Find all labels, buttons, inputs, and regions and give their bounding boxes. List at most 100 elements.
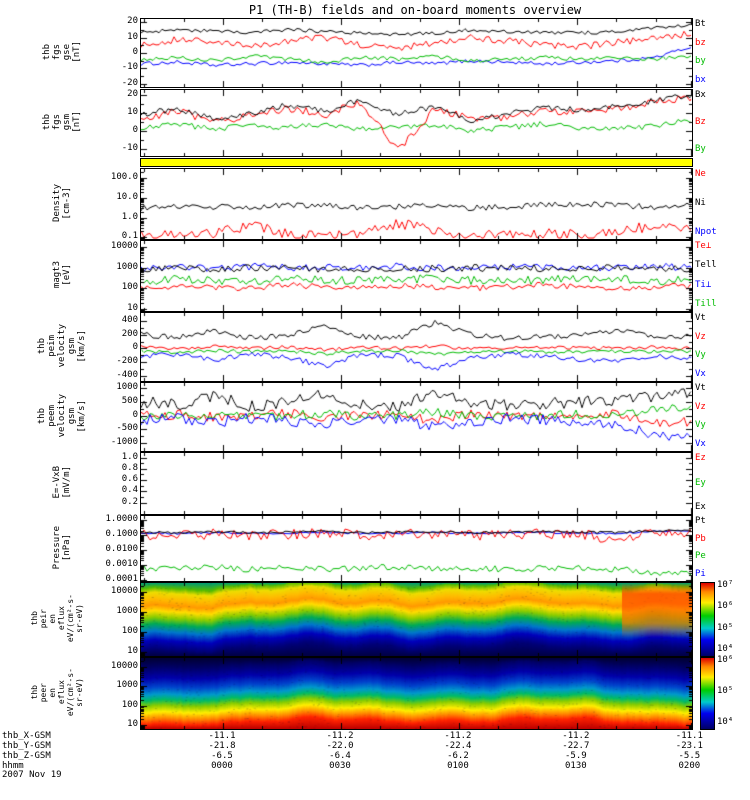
y-axis-title-line: sr-eV) <box>74 678 84 707</box>
series-label: Te⊥ <box>695 241 712 251</box>
ytick-label: 10 <box>127 31 138 42</box>
series-label: Npot <box>695 227 717 237</box>
series-label: by <box>695 56 706 67</box>
ytick-label: 1.0000 <box>105 514 138 525</box>
colorbar <box>700 657 715 730</box>
y-axis-title-line: eflux <box>56 680 66 705</box>
series-label: Bx <box>695 90 706 100</box>
y-axis-title-line: peem <box>46 405 57 427</box>
ytick-label: 10 <box>127 645 138 656</box>
ytick-label: 10 <box>127 303 138 313</box>
ytick-label: -400 <box>116 369 138 380</box>
y-axis-title-line: [km/s] <box>76 329 87 363</box>
var-label-value: -11.1 <box>675 731 703 741</box>
y-axis-title-line: gse <box>61 43 72 61</box>
y-axis-title-line: peer <box>38 682 48 703</box>
series-label: Vx <box>695 369 706 379</box>
series-label: Ne <box>695 169 706 179</box>
panel-peem-velocity <box>140 382 693 452</box>
colorbar-label: 10⁶ <box>717 655 734 665</box>
ytick-label: 500 <box>121 396 138 407</box>
time-tick-label: 0000 <box>211 761 233 771</box>
ytick-label: 0.0010 <box>105 558 138 569</box>
ytick-label: 1.0 <box>121 451 138 462</box>
series-label: Ez <box>695 453 706 463</box>
panel-magt3 <box>140 240 693 312</box>
y-axis-title-line: thb <box>29 685 39 700</box>
y-axis-title-line: [eV] <box>61 264 72 286</box>
var-label-value: -11.2 <box>444 731 472 741</box>
y-axis-title-line: gsm <box>66 337 77 355</box>
series-label: Pb <box>695 533 706 544</box>
y-axis-title-line: thb <box>36 337 47 355</box>
time-tick-label: 0200 <box>678 761 701 771</box>
ytick-label: 0.2 <box>121 496 138 507</box>
panel-fgs-gse <box>140 18 693 88</box>
var-label-value: -6.5 <box>211 751 233 761</box>
y-axis-title-line: [cm-3] <box>61 186 72 220</box>
y-axis-title: Pressure [nPa] <box>30 515 94 580</box>
var-label-value: -22.4 <box>444 741 472 751</box>
ytick-label: 400 <box>121 315 138 326</box>
series-label: Pi <box>695 569 706 579</box>
var-label-value: -22.7 <box>562 741 590 751</box>
series-label: Vt <box>695 313 706 323</box>
series-label: Vt <box>695 383 706 393</box>
colorbar-label: 10⁵ <box>717 622 734 633</box>
ytick-label: 0 <box>132 342 138 353</box>
ytick-label: 100 <box>121 625 138 636</box>
y-axis-title-line: [nT] <box>71 111 82 133</box>
y-axis-title-line: magt3 <box>51 261 62 289</box>
y-axis-title-line: peim <box>46 335 57 357</box>
y-axis-title: thb fgs gsm [nT] <box>30 89 94 155</box>
y-axis-title-line: thb <box>36 407 47 425</box>
var-label-value: -23.1 <box>675 741 703 751</box>
ytick-label: 0 <box>132 409 138 420</box>
colorbar-label: 10⁵ <box>717 686 734 696</box>
var-label-value: -5.9 <box>564 751 587 761</box>
series-label: Vy <box>695 420 706 431</box>
date-label: 2007 Nov 19 <box>2 770 62 780</box>
y-axis-title-line: gsm <box>66 407 77 425</box>
y-axis-title-line: [mV/m] <box>61 466 72 499</box>
colorbar <box>700 582 715 657</box>
series-label: Ex <box>695 502 706 512</box>
series-label: bz <box>695 37 706 48</box>
ytick-label: -10 <box>121 62 138 73</box>
series-label: Ti⊥ <box>695 279 712 290</box>
ytick-label: 0.4 <box>121 485 138 496</box>
data-canvas-fgs-gse <box>141 19 692 87</box>
y-axis-title: magt3 [eV] <box>30 240 94 310</box>
var-label-value: -5.5 <box>678 751 701 761</box>
yellow-flag-bar <box>140 158 693 167</box>
var-label-name: thb_Y-GSM <box>2 741 51 751</box>
series-label: Pt <box>695 516 706 526</box>
series-label: Vx <box>695 439 706 449</box>
y-axis-title-line: sr-eV) <box>74 604 84 633</box>
colorbar-label: 10⁴ <box>717 717 734 727</box>
var-label-value: -6.4 <box>329 751 351 761</box>
y-axis-title-line: fgs <box>51 43 62 61</box>
y-axis-title: Density [cm-3] <box>30 168 94 238</box>
series-label: Ey <box>695 477 706 488</box>
data-canvas-efield <box>141 453 692 514</box>
ytick-label: 0 <box>132 47 138 57</box>
var-label-value: -21.8 <box>208 741 236 751</box>
ytick-label: -500 <box>116 423 138 434</box>
ytick-label: 0.6 <box>121 474 138 485</box>
ytick-label: -1000 <box>110 436 138 447</box>
y-axis-title-line: en <box>47 613 57 624</box>
ytick-label: 10.0 <box>116 191 138 202</box>
y-axis-title-line: peir <box>38 608 48 629</box>
panel-peim-velocity <box>140 312 693 382</box>
time-axis-unit-label: hhmm <box>2 761 24 771</box>
var-label-value: -11.2 <box>326 731 354 741</box>
data-canvas-magt3 <box>141 241 692 311</box>
ytick-label: 0.0100 <box>105 544 138 554</box>
y-axis-title: thb peim velocity gsm [km/s] <box>30 312 94 380</box>
y-axis-title: thb peir en eflux eV/(cm²-s-sr-eV) <box>20 582 94 655</box>
ytick-label: 20 <box>127 16 138 27</box>
time-tick-label: 0130 <box>564 761 587 771</box>
ytick-label: 0.0001 <box>105 573 138 584</box>
ytick-label: 0.1 <box>121 231 138 242</box>
